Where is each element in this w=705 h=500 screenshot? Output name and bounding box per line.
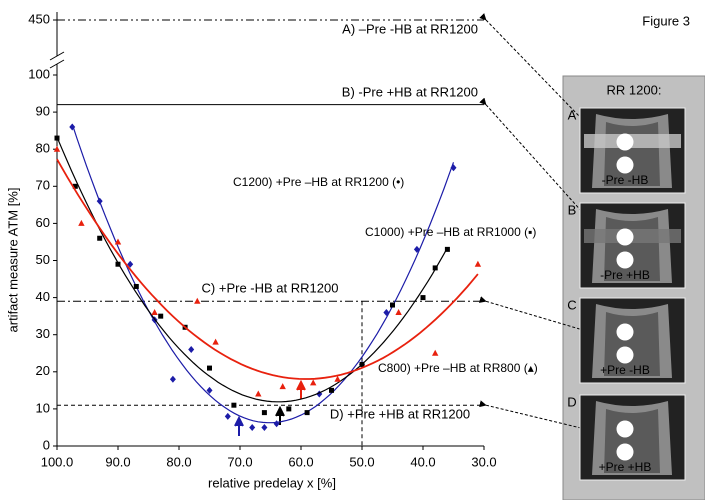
y-tick-label: 70 <box>36 178 50 193</box>
data-point <box>286 406 292 412</box>
data-point <box>444 246 450 252</box>
inset-title: RR 1200: <box>607 82 662 97</box>
reference-label: B) -Pre +HB at RR1200 <box>342 84 478 99</box>
pointer-arrow <box>479 97 611 244</box>
x-axis-label: relative predelay x [%] <box>208 475 336 490</box>
x-tick-label: 80.0 <box>166 454 191 469</box>
data-point <box>395 308 402 315</box>
data-point <box>231 402 237 408</box>
data-point <box>115 261 121 267</box>
data-point <box>420 295 426 301</box>
reference-label: D) +Pre +HB at RR1200 <box>330 406 470 421</box>
x-tick-label: 90.0 <box>105 454 130 469</box>
x-tick-label: 40.0 <box>410 454 435 469</box>
phantom-hole <box>616 420 634 438</box>
x-tick-label: 100.0 <box>41 454 74 469</box>
panel-letter: C <box>567 297 576 312</box>
panel-letter: D <box>567 394 576 409</box>
phantom-hole <box>616 346 634 364</box>
panel-caption: +Pre -HB <box>600 363 650 377</box>
x-tick-label: 30.0 <box>471 454 496 469</box>
data-point <box>279 383 286 390</box>
reference-label: C) +Pre -HB at RR1200 <box>202 280 339 295</box>
trend-line <box>71 124 455 424</box>
y-tick-label: 80 <box>36 141 50 156</box>
data-point <box>127 260 134 268</box>
data-point <box>194 297 201 304</box>
x-tick-label: 50.0 <box>349 454 374 469</box>
y-tick-label: 100 <box>28 66 50 81</box>
y-tick-label: 30 <box>36 326 50 341</box>
data-point <box>169 375 176 383</box>
data-point <box>78 219 85 226</box>
data-point <box>53 145 61 152</box>
data-point <box>188 346 195 354</box>
trend-line <box>56 158 479 380</box>
data-point <box>133 283 139 289</box>
phantom-hole <box>616 228 634 246</box>
axis-break <box>49 59 65 69</box>
data-point <box>432 265 438 271</box>
data-point <box>224 412 231 420</box>
phantom-hole <box>616 133 634 151</box>
y-tick-label: 20 <box>36 363 50 378</box>
data-point <box>97 235 103 241</box>
y-tick-label: 60 <box>36 215 50 230</box>
panel-letter: A <box>568 107 577 122</box>
data-point <box>261 410 267 416</box>
data-point <box>310 379 317 386</box>
y-tick-label: 450 <box>28 11 50 26</box>
data-point <box>151 308 158 315</box>
data-point <box>96 197 103 205</box>
panel-letter: B <box>568 202 577 217</box>
data-point <box>390 302 395 308</box>
phantom-hole <box>616 443 634 461</box>
data-point <box>474 260 482 267</box>
data-point <box>207 365 212 371</box>
y-tick-label: 50 <box>36 252 50 267</box>
y-tick-label: 40 <box>36 289 50 304</box>
data-point <box>69 123 76 131</box>
data-point <box>413 245 420 253</box>
y-axis-label: artifact measure ATM [%] <box>5 188 20 333</box>
data-point <box>249 423 256 431</box>
figure-label: Figure 3 <box>642 13 690 28</box>
reference-label: A) –Pre -HB at RR1200 <box>342 21 478 36</box>
data-point <box>54 135 60 141</box>
minimum-arrow <box>296 379 306 399</box>
axis-break <box>49 51 65 61</box>
data-point <box>158 313 164 319</box>
phantom-hole <box>616 156 634 174</box>
panel-caption: -Pre +HB <box>600 268 650 282</box>
data-point <box>273 420 280 428</box>
x-tick-label: 70.0 <box>227 454 252 469</box>
series-label: C1200) +Pre –HB at RR1200 (•) <box>233 175 404 189</box>
phantom-hole <box>616 251 634 269</box>
x-tick-label: 60.0 <box>288 454 313 469</box>
minimum-arrow <box>234 415 244 436</box>
y-tick-label: 10 <box>36 400 50 415</box>
y-tick-label: 90 <box>36 104 50 119</box>
data-point <box>329 387 334 393</box>
phantom-hole <box>616 323 634 341</box>
data-point <box>304 410 310 416</box>
y-tick-label: 0 <box>43 437 50 452</box>
data-point <box>334 375 341 382</box>
data-point <box>212 338 219 345</box>
minimum-arrow <box>275 405 285 425</box>
data-point <box>450 164 457 172</box>
data-point <box>206 386 213 394</box>
data-point <box>114 238 122 245</box>
series-label: C1000) +Pre –HB at RR1000 (▪) <box>365 225 536 239</box>
data-point <box>383 308 390 316</box>
data-point <box>359 361 365 367</box>
panel-caption: +Pre +HB <box>599 460 652 474</box>
series-label: C800) +Pre –HB at RR800 (▴) <box>378 361 538 375</box>
data-point <box>261 423 268 431</box>
data-point <box>255 390 262 397</box>
trend-line <box>56 136 448 403</box>
panel-caption: -Pre -HB <box>602 173 649 187</box>
data-point <box>432 349 439 356</box>
